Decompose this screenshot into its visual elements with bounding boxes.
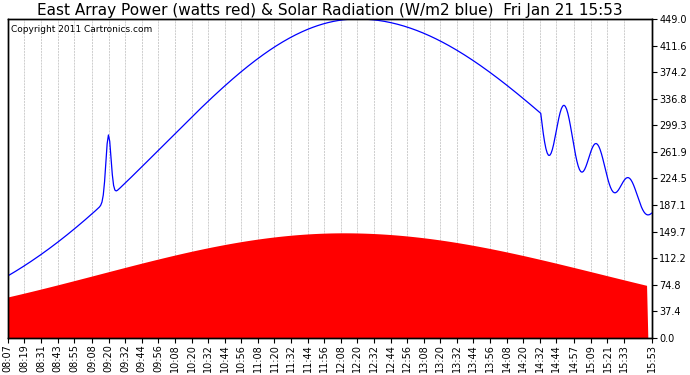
Title: East Array Power (watts red) & Solar Radiation (W/m2 blue)  Fri Jan 21 15:53: East Array Power (watts red) & Solar Rad… <box>37 3 622 18</box>
Text: Copyright 2011 Cartronics.com: Copyright 2011 Cartronics.com <box>11 26 152 34</box>
